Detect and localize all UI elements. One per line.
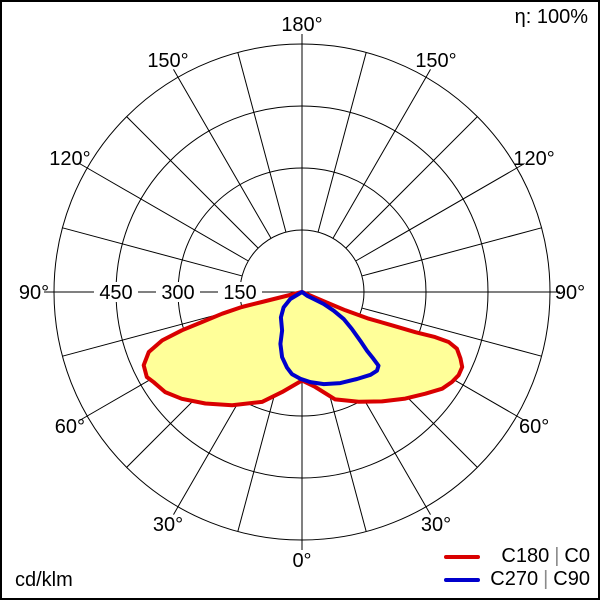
grid-spoke — [361, 227, 542, 277]
grid-tick — [79, 163, 88, 169]
grid-tick — [173, 69, 179, 78]
radial-axis-label: 300 — [161, 282, 194, 304]
grid-tick — [516, 415, 525, 421]
angle-axis-label: 120° — [513, 148, 554, 170]
legend: C180 | C0 C270 | C90 — [444, 545, 590, 591]
blue-curve-line-icon — [444, 577, 480, 582]
grid-spoke — [317, 52, 367, 233]
radial-axis-label: 150 — [223, 282, 256, 304]
legend-item-c180-c0: C180 | C0 — [444, 545, 590, 568]
legend-plane-b: C90 — [553, 568, 590, 590]
grid-spoke — [86, 167, 249, 262]
grid-tick — [173, 506, 179, 515]
c180-c0-curve — [141, 290, 465, 408]
unit-label: cd/klm — [15, 569, 73, 591]
grid-spoke — [355, 167, 518, 262]
angle-axis-label: 0° — [292, 550, 311, 572]
grid-tick — [425, 506, 431, 515]
angle-axis-label: 90° — [19, 282, 49, 304]
legend-plane-b: C0 — [564, 545, 590, 567]
legend-label: C270 | C90 — [480, 568, 590, 591]
legend-separator: | — [543, 568, 549, 590]
grid-spoke — [126, 116, 259, 249]
radial-axis-label: 450 — [99, 282, 132, 304]
angle-axis-label: 180° — [281, 14, 322, 36]
red-curve-line-icon — [444, 554, 480, 559]
radial-label-bg — [218, 282, 262, 302]
angle-axis-label: 120° — [49, 148, 90, 170]
angle-axis-label: 150° — [147, 50, 188, 72]
grid-spoke — [345, 116, 478, 249]
grid-tick — [425, 69, 431, 78]
angle-axis-label: 60° — [519, 416, 549, 438]
grid-tick — [79, 415, 88, 421]
angle-axis-label: 30° — [421, 514, 451, 536]
legend-item-c270-c90: C270 | C90 — [444, 568, 590, 591]
legend-plane-a: C180 — [501, 545, 550, 567]
angle-axis-label: 150° — [415, 50, 456, 72]
grid-spoke — [62, 227, 243, 277]
radial-label-bg — [94, 282, 138, 302]
legend-plane-a: C270 — [490, 568, 539, 590]
legend-label: C180 | C0 — [480, 545, 590, 568]
angle-axis-label: 90° — [555, 282, 585, 304]
efficiency-label: η: 100% — [514, 6, 588, 28]
grid-spoke — [237, 52, 287, 233]
grid-spoke — [361, 307, 542, 357]
legend-separator: | — [554, 545, 560, 567]
c270-c90-curve — [278, 290, 381, 387]
angle-axis-label: 60° — [55, 416, 85, 438]
grid-tick — [516, 163, 525, 169]
grid-spoke — [332, 76, 427, 239]
radial-label-bg — [156, 282, 200, 302]
grid-spoke — [177, 76, 272, 239]
angle-axis-label: 30° — [153, 514, 183, 536]
